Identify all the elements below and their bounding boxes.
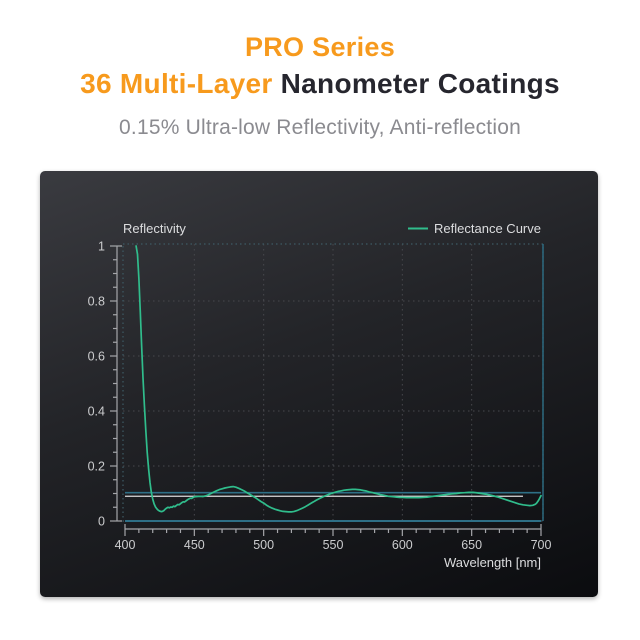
- ylabel-reflectivity: Reflectivity: [123, 221, 186, 236]
- chart-card: 0 0.2 0.4 0.6 0.8 1 400 450 500 550 600 650 700 Refle…: [40, 171, 598, 597]
- x-tick-label: 600: [392, 538, 413, 552]
- xlabel-wavelength: Wavelength [nm]: [444, 555, 541, 570]
- reflectance-chart: 0 0.2 0.4 0.6 0.8 1 400 450 500 550 600 650 700 Refle…: [88, 221, 552, 570]
- x-tick-label: 650: [461, 538, 482, 552]
- x-tick-label: 550: [323, 538, 344, 552]
- x-tick-label: 500: [253, 538, 274, 552]
- title-line2: 36 Multi-Layer Nanometer Coatings: [0, 65, 640, 102]
- legend-label: Reflectance Curve: [434, 221, 541, 236]
- y-tick-label: 0.8: [88, 295, 105, 309]
- x-tick-label: 400: [115, 538, 136, 552]
- x-axis: [124, 524, 542, 536]
- x-tick-label: 700: [531, 538, 552, 552]
- y-tick-label: 0.6: [88, 350, 105, 364]
- title-line2-orange: 36 Multi-Layer: [80, 68, 273, 99]
- subtitle: 0.15% Ultra-low Reflectivity, Anti-refle…: [119, 116, 521, 139]
- x-tick-label: 450: [184, 538, 205, 552]
- header: PRO Series 36 Multi-Layer Nanometer Coat…: [0, 0, 640, 141]
- y-tick-label: 0.4: [88, 405, 105, 419]
- y-tick-label: 0: [98, 515, 105, 529]
- y-tick-label: 1: [98, 240, 105, 254]
- reflectance-curve: [135, 245, 542, 513]
- title-line1: PRO Series: [244, 32, 396, 62]
- y-axis: [110, 245, 122, 522]
- y-tick-label: 0.2: [88, 460, 105, 474]
- title-line2-dark: Nanometer Coatings: [272, 68, 560, 99]
- plot-grid: [123, 244, 543, 521]
